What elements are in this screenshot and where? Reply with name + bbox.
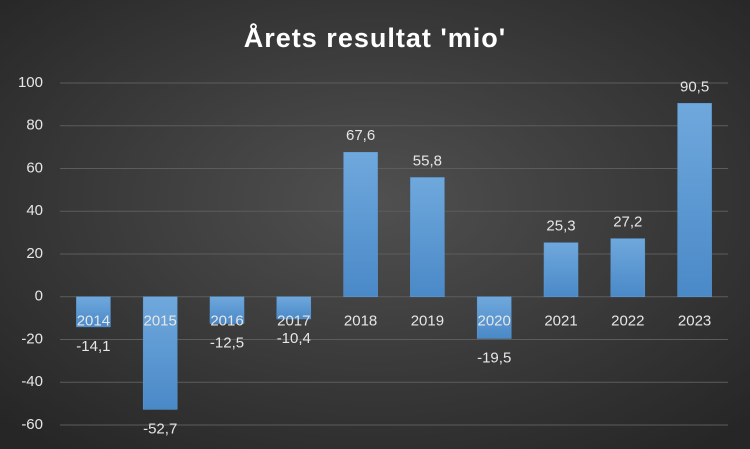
y-tick-label: -20: [21, 330, 43, 347]
x-tick-label: 2016: [210, 313, 243, 330]
data-label: 27,2: [613, 214, 642, 231]
bar: [142, 296, 178, 410]
x-tick-label: 2020: [478, 313, 511, 330]
data-label: -19,5: [477, 349, 511, 366]
bar: [543, 242, 579, 297]
bar: [276, 296, 312, 320]
bar: [677, 103, 712, 298]
data-label: 55,8: [413, 152, 442, 169]
bar: [410, 177, 445, 297]
y-tick-label: 100: [18, 74, 43, 91]
data-label: 25,3: [546, 218, 575, 235]
y-tick-label: -40: [21, 373, 43, 390]
y-tick-label: 40: [26, 202, 43, 219]
x-tick-label: 2017: [277, 313, 310, 330]
x-tick-label: 2019: [411, 313, 444, 330]
data-label: -12,5: [210, 334, 244, 351]
chart-title: Årets resultat 'mio': [244, 22, 506, 53]
x-tick-label: 2018: [344, 313, 377, 330]
y-tick-label: 60: [26, 159, 43, 176]
data-label: 90,5: [680, 78, 709, 95]
data-label: -14,1: [76, 338, 110, 355]
y-tick-label: 20: [26, 245, 43, 262]
data-label: -52,7: [143, 420, 177, 437]
data-label: 67,6: [346, 127, 375, 144]
bar: [476, 296, 512, 339]
x-tick-label: 2015: [144, 313, 177, 330]
y-tick-label: 80: [26, 117, 43, 134]
bar: [209, 296, 245, 324]
bar: [76, 296, 111, 328]
data-label: -10,4: [277, 330, 311, 347]
bar: [610, 238, 646, 297]
x-tick-label: 2014: [77, 313, 110, 330]
x-tick-label: 2023: [678, 313, 711, 330]
x-tick-label: 2022: [611, 313, 644, 330]
x-tick-label: 2021: [544, 313, 577, 330]
y-tick-label: -60: [21, 416, 43, 433]
bar: [343, 152, 378, 297]
y-tick-label: 0: [35, 288, 43, 305]
